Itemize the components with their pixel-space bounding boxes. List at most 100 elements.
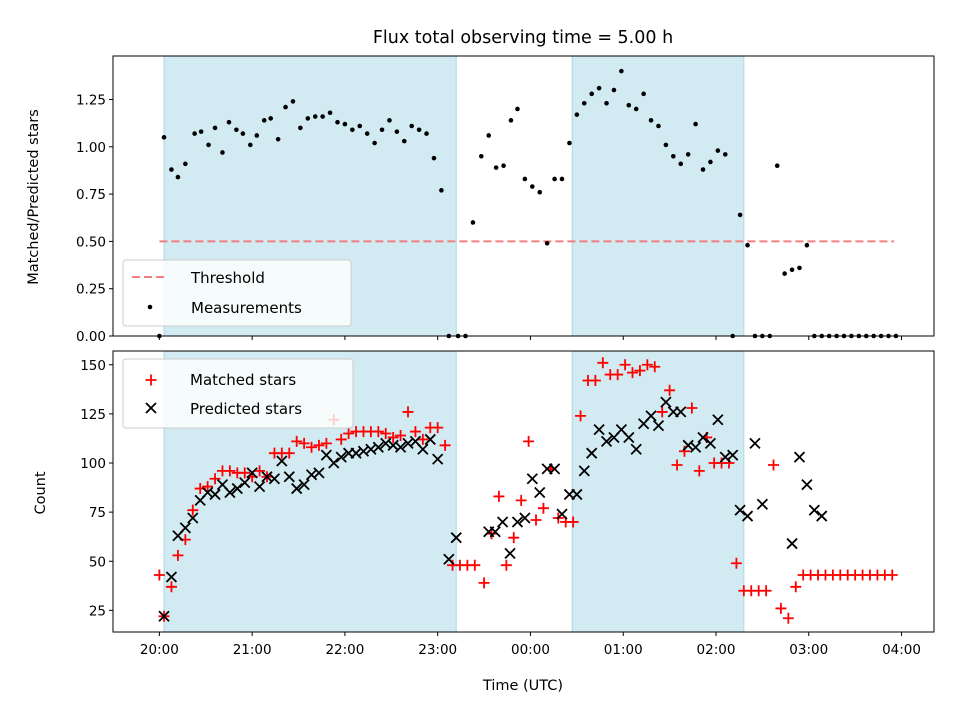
matched-stars-point [165,581,177,593]
matched-stars-point [886,569,898,581]
measurements-point [198,129,204,134]
predicted-stars-point [504,547,516,560]
predicted-stars-point [578,465,590,477]
measurements-point [268,116,274,121]
bottom-y-tick-label: 25 [89,603,106,619]
matched-stars-point [693,465,705,477]
predicted-stars-point [224,486,236,499]
predicted-stars-point [675,406,687,418]
matched-stars-point [508,532,520,544]
measurements-point [290,99,296,104]
matched-stars-point [530,514,542,526]
predicted-stars-point [417,443,429,455]
measurements-point [161,135,167,140]
legend-measurements-swatch [147,304,153,310]
predicted-stars-point [450,532,462,544]
legend-predicted-swatch [145,402,157,414]
measurements-point [312,114,318,119]
predicted-stars-point [808,504,820,516]
measurements-point [320,114,325,119]
predicted-stars-point [313,467,325,479]
matched-stars-point [335,433,347,445]
measurements-point [478,153,484,159]
predicted-stars-point [556,508,568,520]
measurements-point [226,119,232,125]
measurements-point [439,188,444,193]
matched-stars-point [283,447,295,459]
measurements-point [611,87,617,93]
predicted-stars-point [786,537,798,550]
predicted-stars-point [239,477,251,489]
measurements-point [693,121,698,127]
measurements-point [493,165,499,170]
measurements-point [722,152,728,157]
matched-stars-point [641,359,653,371]
measurements-point [254,133,260,138]
matched-stars-point [291,435,303,447]
measurements-point [774,163,780,169]
predicted-stars-point [534,486,546,499]
measurements-point [619,68,624,74]
predicted-stars-point [793,451,806,463]
predicted-stars-point [593,423,605,436]
predicted-stars-point [623,431,635,444]
predicted-stars-point [298,478,310,491]
matched-stars-point [306,441,318,453]
top-y-axis-label: Matched/Predicted stars [26,109,42,285]
x-tick-label: 00:00 [511,642,550,658]
matched-stars-point [202,481,214,493]
measurements-point [708,159,713,165]
measurements-point [678,161,684,167]
measurements-point [305,116,311,121]
measurements-point [175,174,181,180]
bottom-legend: Matched stars Predicted stars [122,358,354,429]
measurements-point [508,118,514,123]
measurements-point [522,176,528,182]
predicted-stars-point [187,512,199,524]
predicted-stars-point [291,482,303,495]
measurements-point [700,167,706,172]
measurements-point [648,118,654,123]
predicted-stars-point [586,447,598,459]
matched-stars-point [775,602,787,614]
bottom-shaded-span-1 [571,350,745,633]
matched-stars-point [409,426,421,438]
measurements-point [581,100,587,106]
chart-title: Flux total observing time = 5.00 h [373,28,673,48]
measurements-point [486,133,492,138]
x-tick-label: 01:00 [604,642,643,658]
predicted-stars-point [749,437,761,449]
bottom-axes-frame [112,350,935,633]
matched-stars-point [537,502,549,514]
matched-stars-point [380,428,392,440]
bottom-y-tick-label: 50 [89,554,106,570]
matched-stars-point [768,459,780,471]
measurements-point [537,189,543,195]
measurements-point [394,129,400,134]
matched-stars-point [790,581,802,593]
measurements-point [604,100,609,106]
matched-stars-point [478,577,490,589]
predicted-stars-point [253,480,266,493]
matched-stars-point [760,585,772,597]
matched-stars-point [782,612,794,624]
matched-stars-point [612,369,624,381]
predicted-stars-point [283,471,295,483]
x-tick-label: 03:00 [789,642,828,658]
matched-stars-point [343,428,355,440]
predicted-stars-point [652,420,665,432]
matched-stars-point [187,504,199,516]
predicted-stars-point [496,516,509,528]
measurements-point [192,131,197,136]
legend-predicted-label: Predicted stars [190,400,302,418]
measurements-point [364,131,370,136]
predicted-stars-point [600,435,613,448]
measurements-point [220,150,225,155]
matched-stars-point [523,435,535,447]
measurements-point [544,240,550,246]
predicted-stars-point [630,443,642,455]
measurements-point [656,123,661,129]
predicted-stars-point [276,455,288,467]
measurements-point [559,176,565,182]
predicted-stars-point [734,504,746,516]
